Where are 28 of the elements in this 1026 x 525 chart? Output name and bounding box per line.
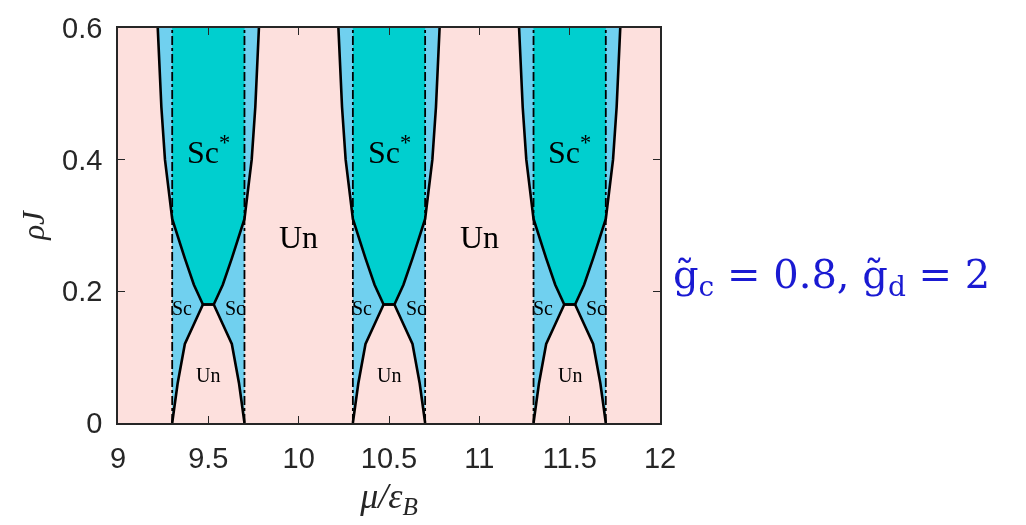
- series-label: Un: [196, 364, 221, 386]
- y-tick-label: 0.4: [62, 143, 103, 176]
- x-tick-label: 10: [282, 441, 315, 474]
- x-tick-label: 12: [643, 441, 677, 474]
- series-label: Sc: [533, 297, 554, 319]
- y-tick-label: 0: [86, 407, 103, 440]
- series-label: Un: [377, 364, 402, 386]
- x-tick-label: 9.5: [188, 441, 229, 474]
- series-label: Sc: [225, 297, 246, 319]
- series-label: Sc: [406, 297, 427, 319]
- y-tick-label: 0.6: [62, 12, 103, 45]
- series-label: Un: [460, 219, 500, 255]
- series-label: Sc: [586, 297, 607, 319]
- text: g̃$_{c}$ = 0.8, g̃$_{d}$ = 2: [673, 251, 991, 304]
- series-label: Un: [279, 219, 319, 255]
- y-tick-label: 0.2: [62, 275, 103, 308]
- series-label: Sc$^{*}$: [187, 130, 231, 171]
- x-tick-label: 11.5: [542, 441, 597, 474]
- y-axis-title: ρJ: [16, 209, 52, 241]
- x-tick-label: 10.5: [360, 441, 418, 474]
- x-tick-label: 9: [109, 441, 127, 474]
- series-label: Sc$^{*}$: [368, 130, 412, 171]
- x-tick-label: 11: [464, 441, 495, 474]
- series-label: Sc: [352, 297, 373, 319]
- series-label: Un: [558, 364, 583, 386]
- x-axis-title: μ/ε$_{B}$: [359, 475, 418, 521]
- series-label: Sc: [172, 297, 193, 319]
- series-label: Sc$^{*}$: [548, 130, 592, 171]
